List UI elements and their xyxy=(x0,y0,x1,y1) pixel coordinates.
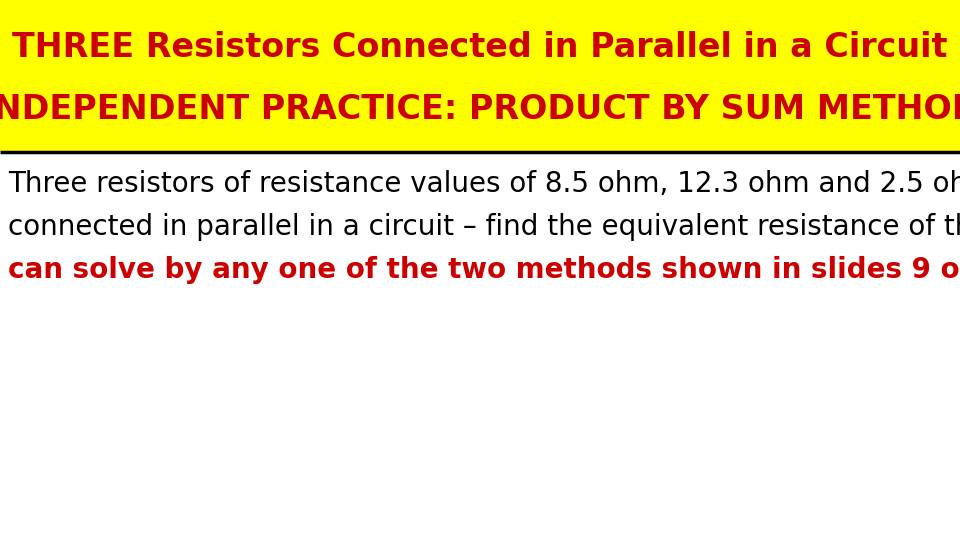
Text: INDEPENDENT PRACTICE: PRODUCT BY SUM METHOD: INDEPENDENT PRACTICE: PRODUCT BY SUM MET… xyxy=(0,93,960,126)
Text: connected in parallel in a circuit – find the equivalent resistance of the circu: connected in parallel in a circuit – fin… xyxy=(8,213,960,241)
Text: THREE Resistors Connected in Parallel in a Circuit: THREE Resistors Connected in Parallel in… xyxy=(12,31,948,64)
Text: Three resistors of resistance values of 8.5 ohm, 12.3 ohm and 2.5 ohm are: Three resistors of resistance values of … xyxy=(8,170,960,198)
FancyBboxPatch shape xyxy=(0,0,960,152)
Text: can solve by any one of the two methods shown in slides 9 or 11: can solve by any one of the two methods … xyxy=(8,256,960,284)
